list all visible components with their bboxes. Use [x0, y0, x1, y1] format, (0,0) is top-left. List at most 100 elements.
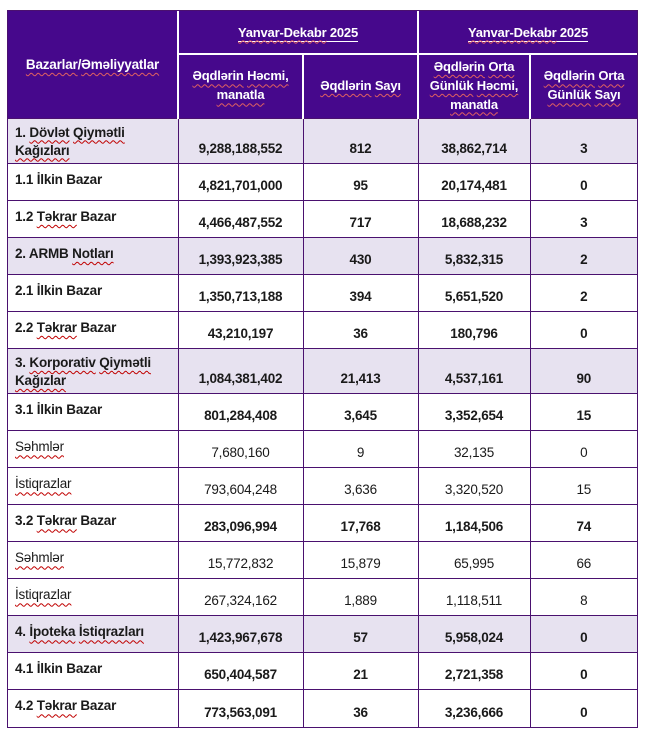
securities-market-table-wrapper: Bazarlar/Əməliyyatlar Yanvar-Dekabr 2025…: [7, 10, 638, 728]
cell-value: 15: [529, 393, 637, 432]
table-row: 3.1 İlkin Bazar 801,284,408 3,645 3,352,654…: [8, 393, 637, 432]
cell-value: 793,604,248: [177, 467, 304, 506]
cell-value: 90: [529, 347, 637, 395]
table-header: Bazarlar/Əməliyyatlar Yanvar-Dekabr 2025…: [8, 11, 637, 119]
cell-value: 36: [302, 310, 419, 349]
header-row-measures: Əqdlərin Həcmi, manatla Əqdlərin Sayı Əq…: [8, 53, 637, 119]
row-label: 4. İpoteka İstiqrazları: [8, 615, 179, 654]
cell-value: 717: [302, 199, 419, 238]
text-segment: 3.2: [15, 513, 37, 529]
cell-value: 0: [529, 615, 637, 654]
text-segment: Sayı: [594, 87, 621, 103]
cell-value: 38,862,714: [417, 117, 531, 164]
cell-value: 1,393,923,385: [177, 236, 304, 275]
text-segment: Sayı: [374, 77, 401, 93]
row-label: 4.2 Təkrar Bazar: [8, 689, 179, 727]
column-header-avg-daily-volume: Əqdlərin Orta Günlük Həcmi, manatla: [417, 53, 531, 119]
text-segment: İstiqrazlar: [15, 476, 72, 492]
text-segment: Yanvar-Dekabr: [238, 24, 327, 40]
row-label: İstiqrazlar: [8, 578, 179, 617]
cell-value: 9,288,188,552: [177, 117, 304, 164]
cell-value: 43,210,197: [177, 310, 304, 349]
cell-value: 801,284,408: [177, 393, 304, 432]
text-segment: Kağızları: [15, 142, 70, 158]
cell-value: 1,084,381,402: [177, 347, 304, 395]
text-segment: Yanvar-Dekabr: [468, 25, 557, 40]
cell-value: 17,768: [302, 504, 419, 543]
table-row: 1. Dövlət Qiymətli Kağızları 9,288,188,55…: [8, 117, 637, 164]
text-segment: 4.: [15, 624, 30, 640]
cell-value: 2: [529, 273, 637, 312]
cell-value: 3,645: [302, 393, 419, 432]
cell-value: 5,651,520: [417, 273, 531, 312]
text-segment: 2.1 İlkin Bazar: [15, 282, 103, 298]
cell-value: 394: [302, 273, 419, 312]
row-label: Səhmlər: [8, 430, 179, 469]
cell-value: 3,236,666: [417, 689, 531, 727]
text-segment: 4.1 İlkin Bazar: [15, 661, 103, 677]
table-body: 1. Dövlət Qiymətli Kağızları 9,288,188,55…: [8, 117, 637, 727]
text-segment: Əqdlərin: [320, 77, 372, 93]
column-header-markets-operations: Bazarlar/Əməliyyatlar: [8, 11, 179, 119]
period-header-right: Yanvar-Dekabr 2025: [417, 11, 637, 55]
cell-value: 1,350,713,188: [177, 273, 304, 312]
text-segment: 2025: [556, 24, 588, 40]
row-label: İstiqrazlar: [8, 467, 179, 506]
text-segment: İstiqrazları: [78, 624, 144, 640]
securities-market-table: Bazarlar/Əməliyyatlar Yanvar-Dekabr 2025…: [8, 11, 637, 727]
cell-value: 66: [529, 541, 637, 580]
header-row-periods: Bazarlar/Əməliyyatlar Yanvar-Dekabr 2025…: [8, 11, 637, 119]
cell-value: 0: [529, 162, 637, 201]
cell-value: 2,721,358: [417, 652, 531, 691]
text-segment: 2025: [326, 24, 358, 40]
text-segment: Əqdlərin: [433, 58, 485, 74]
cell-value: 5,832,315: [417, 236, 531, 275]
cell-value: 3: [529, 199, 637, 238]
text-segment: 3.1 İlkin Bazar: [15, 402, 103, 418]
text-segment: Bazarlar: [25, 56, 78, 72]
text-segment: 2. ARMB: [15, 245, 73, 261]
text-segment: Bazar: [76, 208, 117, 224]
row-label: 1. Dövlət Qiymətli Kağızları: [8, 117, 179, 164]
text-segment: Kağızlar: [15, 373, 66, 389]
text-segment: İstiqrazlar: [15, 587, 72, 603]
text-segment: manatla: [216, 87, 265, 103]
text-segment: 1.: [15, 124, 30, 140]
text-segment: Səhmlər: [15, 439, 64, 455]
text-segment: 1.1 İlkin Bazar: [15, 171, 103, 187]
column-header-avg-daily-count: Əqdlərin Orta Günlük Sayı: [529, 53, 637, 119]
page: { "colors": { "header_bg": "#46088C", "h…: [0, 10, 645, 743]
cell-value: 15,772,832: [177, 541, 304, 580]
text-segment: Orta: [598, 68, 625, 84]
table-row: 3.2 Təkrar Bazar 283,096,994 17,768 1,184,5…: [8, 504, 637, 543]
cell-value: 1,118,511: [417, 578, 531, 617]
cell-value: 1,423,967,678: [177, 615, 304, 654]
text-segment: 2.2: [15, 319, 37, 335]
text-segment: Qiymətli: [73, 124, 125, 140]
cell-value: 812: [302, 117, 419, 164]
text-segment: Həcmi,: [247, 68, 289, 84]
text-segment: Təkrar: [36, 208, 77, 224]
row-label: 2.1 İlkin Bazar: [8, 273, 179, 312]
text-segment: Bazar: [76, 513, 117, 529]
cell-value: 0: [529, 310, 637, 349]
cell-value: 9: [302, 430, 419, 469]
text-segment: Əməliyyatlar: [81, 56, 160, 72]
table-row: 1.2 Təkrar Bazar 4,466,487,552 717 18,688,2…: [8, 199, 637, 238]
cell-value: 5,958,024: [417, 615, 531, 654]
table-row: 2.2 Təkrar Bazar 43,210,197 36 180,796 0: [8, 310, 637, 349]
text-segment: Bazar: [76, 319, 117, 335]
text-segment: 4.2: [15, 698, 37, 714]
cell-value: 15: [529, 467, 637, 506]
cell-value: 180,796: [417, 310, 531, 349]
table-row: 3. Korporativ Qiymətli Kağızlar 1,084,381…: [8, 347, 637, 395]
text-segment: Bazar: [76, 698, 117, 714]
table-row: 2. ARMB Notları 1,393,923,385 430 5,832,315…: [8, 236, 637, 275]
row-label: 3.1 İlkin Bazar: [8, 393, 179, 432]
column-header-deal-count: Əqdlərin Sayı: [302, 53, 419, 119]
cell-value: 0: [529, 430, 637, 469]
text-segment: Yanvar-Dekabr: [238, 24, 327, 40]
cell-value: 21,413: [302, 347, 419, 395]
text-segment: manatla: [450, 96, 498, 112]
period-header-left: Yanvar-Dekabr 2025: [177, 11, 419, 55]
